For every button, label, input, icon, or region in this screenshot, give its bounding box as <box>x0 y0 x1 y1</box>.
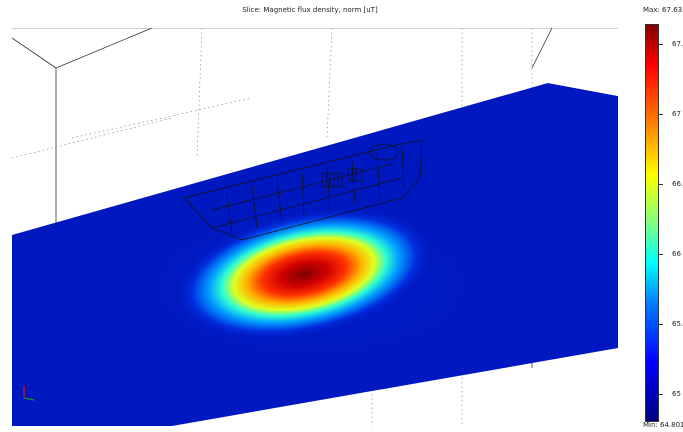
colorbar-tick-label: 66 <box>672 250 681 258</box>
colorbar-tick <box>659 324 663 325</box>
colorbar-tick <box>659 254 663 255</box>
colorbar <box>645 24 659 422</box>
colorbar-min-label: Min: 64.801 <box>643 421 683 429</box>
wireframe-geometry <box>183 139 423 241</box>
slice-plot-canvas[interactable] <box>12 28 618 426</box>
plot-title: Slice: Magnetic flux density, norm [uT] <box>242 6 378 14</box>
3d-viewport[interactable] <box>12 28 618 426</box>
colorbar-tick <box>659 394 663 395</box>
colorbar-tick <box>659 44 663 45</box>
colorbar-tick-label: 65.5 <box>672 320 683 328</box>
colorbar-tick-label: 67 <box>672 110 681 118</box>
colorbar-max-label: Max: 67.635 <box>643 6 683 14</box>
colorbar-tick <box>659 184 663 185</box>
colorbar-tick-label: 66.5 <box>672 180 683 188</box>
colorbar-tick-label: 65 <box>672 390 681 398</box>
axis-triad-icon <box>17 386 35 403</box>
colorbar-tick <box>659 114 663 115</box>
colorbar-tick-label: 67.5 <box>672 40 683 48</box>
field-hotspot <box>174 207 434 341</box>
